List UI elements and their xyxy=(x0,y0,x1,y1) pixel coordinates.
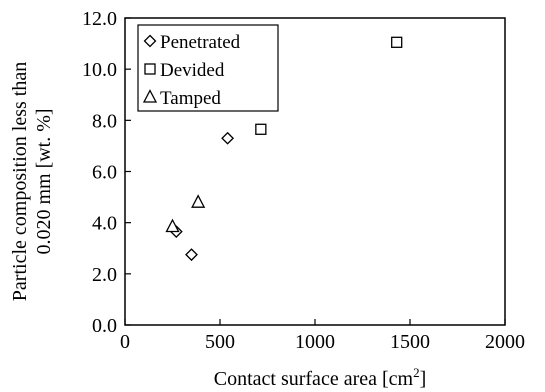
legend-label: Tamped xyxy=(160,88,221,109)
x-tick-label: 1500 xyxy=(390,331,430,353)
y-tick-label: 6.0 xyxy=(92,162,117,184)
legend-marker-triangle xyxy=(142,89,158,103)
x-axis-label-superscript: 2 xyxy=(413,365,420,380)
legend-label: Penetrated xyxy=(160,32,241,53)
x-tick-label: 1000 xyxy=(295,331,335,353)
y-tick-label: 12.0 xyxy=(82,8,117,30)
x-axis-label: Contact surface area [cm2] xyxy=(214,365,427,390)
x-axis-label-suffix: ] xyxy=(420,368,427,390)
data-point-square xyxy=(391,36,403,48)
y-tick-label: 8.0 xyxy=(92,110,117,132)
legend-label: Devided xyxy=(160,60,225,81)
data-point-diamond xyxy=(185,248,198,262)
data-point-diamond xyxy=(221,131,235,145)
x-tick-label: 2000 xyxy=(485,331,525,353)
y-axis-label-line1: Particle composition less than xyxy=(9,62,31,301)
data-point-triangle xyxy=(165,218,180,233)
y-tick-label: 0.0 xyxy=(92,315,117,337)
y-tick-label: 10.0 xyxy=(82,59,117,81)
legend-box xyxy=(137,24,279,112)
y-tick-label: 4.0 xyxy=(92,213,117,235)
legend-marker-diamond xyxy=(143,34,157,48)
x-axis-label-text: Contact surface area [cm xyxy=(214,368,414,390)
y-tick-label: 2.0 xyxy=(92,264,117,286)
data-point-square xyxy=(255,123,267,135)
x-tick-label: 500 xyxy=(205,331,235,353)
data-point-triangle xyxy=(191,194,206,208)
x-tick-label: 0 xyxy=(120,331,130,353)
y-axis-label-line2: 0.020 mm [wt. %] xyxy=(33,108,55,254)
legend-marker-square xyxy=(144,63,156,75)
